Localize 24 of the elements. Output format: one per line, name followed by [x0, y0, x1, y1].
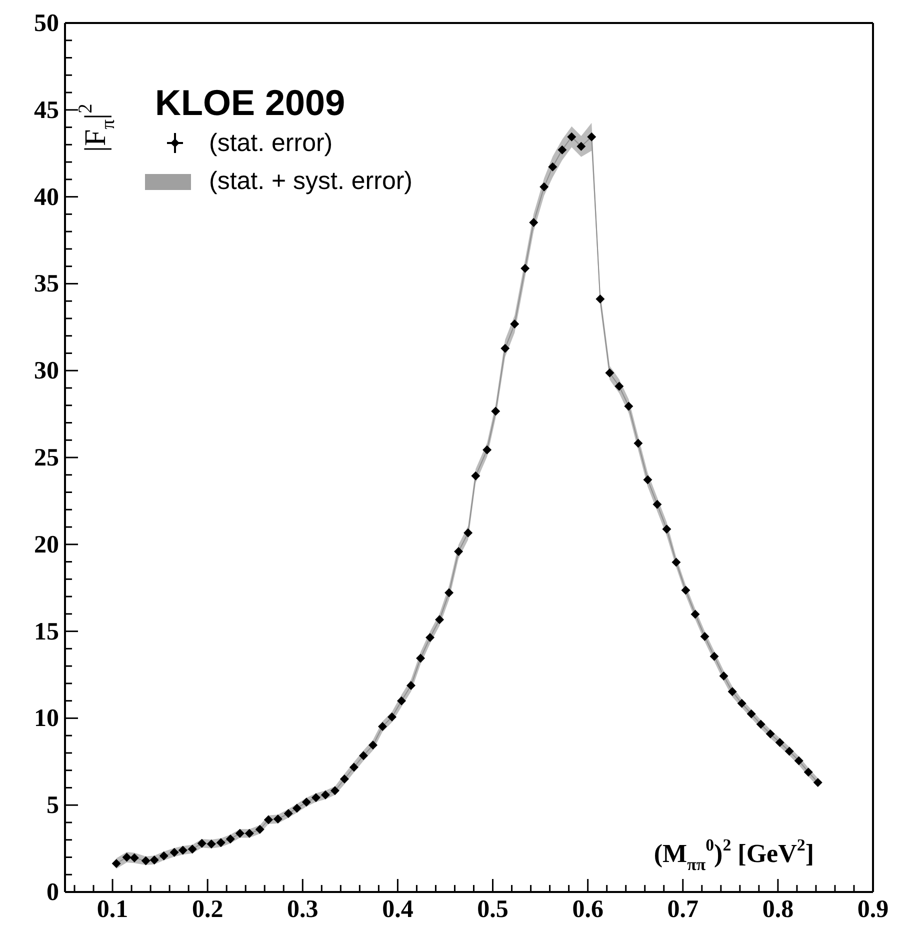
y-tick-label: 5 [46, 792, 59, 820]
legend-label: (stat. error) [209, 128, 333, 158]
x-tick-label: 0.2 [192, 896, 224, 923]
y-tick-label: 40 [34, 184, 59, 211]
x-tick-label: 0.6 [572, 896, 604, 923]
y-tick-label: 0 [46, 879, 59, 906]
legend-label: (stat. + syst. error) [209, 166, 413, 196]
y-tick-label: 30 [34, 358, 59, 385]
y-tick-label: 50 [34, 10, 59, 37]
y-tick-label: 45 [34, 96, 59, 124]
y-tick-label: 20 [34, 531, 59, 558]
x-tick-label: 0.3 [287, 896, 318, 923]
y-tick-label: 10 [34, 705, 59, 732]
x-tick-label: 0.9 [857, 896, 889, 923]
legend-title: KLOE 2009 [155, 82, 346, 124]
x-tick-label: 0.8 [762, 896, 794, 923]
y-tick-label: 15 [34, 618, 59, 646]
y-tick-label: 35 [34, 270, 59, 298]
x-tick-label: 0.5 [477, 896, 508, 923]
x-tick-label: 0.7 [667, 896, 699, 923]
x-axis-title: (M$_{ππ}$$^{0}$)$^{2}$ [GeV$^{2}$] [654, 835, 814, 874]
y-tick-label: 25 [34, 444, 59, 472]
x-tick-label: 0.4 [382, 896, 414, 923]
x-tick-label: 0.1 [96, 896, 128, 923]
